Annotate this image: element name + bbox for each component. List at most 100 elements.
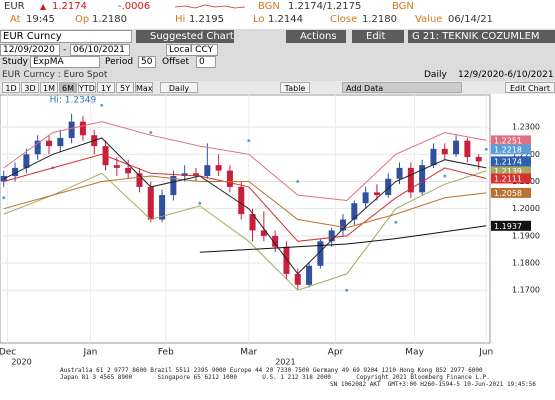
x-tick-label: Feb bbox=[158, 348, 174, 358]
indicator-line bbox=[199, 225, 487, 253]
candle-body bbox=[12, 167, 19, 177]
sar-dot bbox=[2, 196, 6, 200]
value-box-label: 1.2058 bbox=[494, 189, 522, 198]
range-tab[interactable]: 1M bbox=[40, 82, 58, 93]
button[interactable]: Actions bbox=[286, 30, 346, 43]
indicator-line bbox=[3, 121, 487, 202]
range-tab[interactable]: 1D bbox=[2, 82, 20, 93]
indicator-line bbox=[3, 137, 487, 275]
y-tick-label: 1.2000 bbox=[512, 204, 540, 213]
add-data[interactable]: Add Data bbox=[342, 82, 462, 93]
value-box-label: 1.2251 bbox=[494, 136, 522, 145]
range-tab[interactable]: 6M bbox=[59, 82, 77, 93]
value-box bbox=[491, 144, 531, 155]
candle-body bbox=[441, 148, 448, 155]
high: 1.2195 bbox=[189, 14, 224, 25]
value-box-label: 1.1937 bbox=[494, 222, 522, 231]
security-input[interactable]: EUR Curncy bbox=[0, 30, 132, 43]
candle-body bbox=[328, 230, 335, 242]
candle-body bbox=[46, 140, 52, 147]
label: Study bbox=[2, 57, 28, 67]
candle-body bbox=[373, 192, 380, 196]
range-tab[interactable]: 5Y bbox=[116, 82, 134, 93]
candle-body bbox=[113, 165, 120, 168]
candle-body bbox=[204, 165, 211, 177]
label: Value bbox=[415, 14, 443, 25]
candle-body bbox=[159, 195, 166, 220]
candle-body bbox=[125, 167, 132, 174]
range-tab[interactable]: 3D bbox=[21, 82, 39, 93]
y-tick-label: 1.1800 bbox=[512, 259, 540, 268]
candle-body bbox=[0, 176, 7, 182]
label: Offset bbox=[162, 57, 190, 67]
sar-dot bbox=[394, 220, 398, 224]
range-tab[interactable]: Max bbox=[135, 82, 153, 93]
indicator-line bbox=[3, 153, 487, 242]
x-tick-label: Jan bbox=[83, 348, 98, 358]
security-name: EUR Curncy : Euro Spot bbox=[2, 70, 108, 80]
low: 1.2144 bbox=[268, 14, 303, 25]
x-tick-label: Apr bbox=[328, 348, 344, 358]
sar-dot bbox=[247, 139, 251, 143]
value-box-label: 1.2174 bbox=[494, 157, 522, 166]
year-label: 2020 bbox=[11, 358, 31, 367]
candle-body bbox=[147, 186, 154, 220]
sar-dot bbox=[149, 131, 153, 135]
candle-body bbox=[475, 157, 482, 162]
date-range: 12/9/2020-6/10/2021 bbox=[458, 70, 554, 80]
plot-area bbox=[0, 94, 491, 344]
y-tick-label: 1.2300 bbox=[512, 123, 540, 132]
button[interactable]: Edit bbox=[352, 30, 404, 43]
study[interactable]: ExpMA bbox=[30, 56, 100, 68]
range-tab[interactable]: 1Y bbox=[97, 82, 115, 93]
x-tick-label: Jun bbox=[478, 348, 493, 358]
button[interactable]: G 21: TEKNIK COZUMLEM bbox=[408, 30, 555, 43]
frequency-select[interactable]: Daily bbox=[160, 82, 198, 93]
candle-body bbox=[249, 214, 256, 231]
end-date[interactable]: 06/10/2021 bbox=[70, 44, 130, 56]
candle-body bbox=[68, 121, 75, 138]
label: Close bbox=[330, 14, 358, 25]
source: BGN bbox=[392, 1, 414, 12]
value-box bbox=[491, 173, 531, 184]
hi-annotation: Hi: 1.2349 bbox=[50, 95, 97, 105]
candle-body bbox=[170, 176, 177, 196]
table-button[interactable]: Table bbox=[280, 82, 310, 93]
candle-body bbox=[317, 241, 324, 266]
label: Period bbox=[105, 57, 134, 67]
candle-body bbox=[340, 219, 346, 231]
x-tick-label: Dec bbox=[0, 348, 16, 358]
value-box-label: 1.2218 bbox=[494, 145, 522, 154]
button[interactable]: Suggested Charts bbox=[136, 30, 234, 43]
footer: Australia 61 2 9777 8600 Brazil 5511 239… bbox=[60, 367, 483, 374]
open: 1.2180 bbox=[92, 14, 127, 25]
candle-body bbox=[351, 203, 358, 220]
edit-chart[interactable]: Edit Chart bbox=[505, 82, 555, 93]
start-date[interactable]: 12/09/2020 bbox=[0, 44, 60, 56]
value-box-label: 1.2111 bbox=[494, 174, 522, 183]
period[interactable]: 50 bbox=[138, 56, 156, 68]
value-box bbox=[491, 187, 531, 198]
x-tick-label: May bbox=[405, 348, 424, 358]
candle-body bbox=[453, 140, 460, 155]
footer: Japan 81 3 4565 8900 Singapore 65 6212 1… bbox=[60, 374, 490, 381]
range-tab[interactable]: YTD bbox=[78, 82, 96, 93]
indicator-line bbox=[3, 175, 487, 229]
currency[interactable]: Local CCY bbox=[166, 44, 218, 56]
frequency: Daily bbox=[424, 70, 447, 80]
x-tick-label: Mar bbox=[240, 348, 257, 358]
candle-body bbox=[226, 170, 233, 187]
dash: - bbox=[63, 45, 67, 55]
offset[interactable]: 0 bbox=[196, 56, 216, 68]
source: BGN bbox=[258, 1, 280, 12]
value-box bbox=[491, 156, 531, 167]
value-box-label: 1.2139 bbox=[494, 167, 522, 176]
label: Lo bbox=[253, 14, 265, 25]
bid-ask: 1.2174/1.2175 bbox=[288, 1, 362, 12]
indicator-line bbox=[3, 170, 487, 291]
year-label: 2021 bbox=[275, 358, 295, 367]
candle-body bbox=[306, 265, 313, 285]
footer: SN 1062082 AKT GMT+3:00 H260-1594-5 10-J… bbox=[330, 381, 536, 388]
candle-body bbox=[79, 121, 86, 136]
